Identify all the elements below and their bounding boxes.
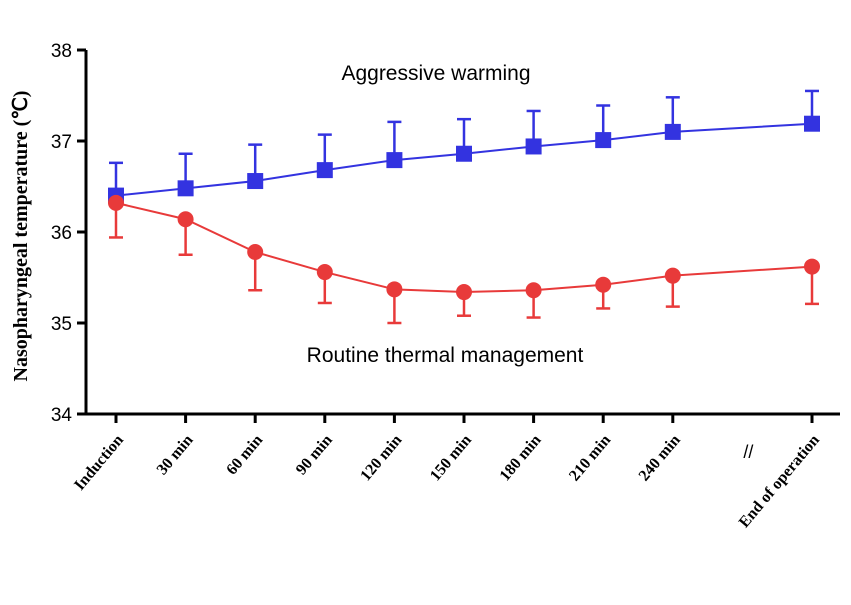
y-tick-label-35: 35 bbox=[51, 314, 72, 335]
x-ticks: Induction 30 min 60 min 90 min 120 min 150 mi… bbox=[71, 414, 823, 531]
x-tick-label-90-min: 90 min bbox=[293, 432, 336, 479]
data-point-0 bbox=[108, 194, 124, 211]
data-point-2 bbox=[247, 173, 264, 190]
data-point-5 bbox=[456, 145, 472, 162]
y-tick-label-37: 37 bbox=[51, 132, 72, 153]
series-label-aggressive-warming: Aggressive warming bbox=[341, 62, 530, 85]
x-axis-break-label: // bbox=[743, 442, 753, 462]
data-point-7 bbox=[595, 132, 612, 149]
data-point-1 bbox=[177, 180, 194, 197]
x-tick-label-180-min: 180 min bbox=[496, 432, 544, 485]
x-tick-label-150-min: 150 min bbox=[427, 432, 475, 485]
series-line bbox=[115, 122, 813, 197]
x-tick-label-120-min: 120 min bbox=[357, 432, 405, 485]
y-tick-label-38: 38 bbox=[51, 41, 72, 62]
data-point-3 bbox=[316, 162, 333, 179]
y-ticks: 34 35 36 37 38 bbox=[51, 41, 86, 426]
x-tick-label-240-min: 240 min bbox=[636, 432, 684, 485]
data-point-5 bbox=[456, 284, 472, 301]
x-tick-label-induction: Induction bbox=[71, 432, 127, 494]
y-tick-label-34: 34 bbox=[51, 405, 73, 426]
data-point-6 bbox=[525, 282, 542, 299]
data-point-4 bbox=[386, 152, 403, 169]
x-tick-label-30-min: 30 min bbox=[154, 432, 197, 479]
series-label-routine-thermal-management: Routine thermal management bbox=[307, 344, 584, 367]
x-tick-label-210-min: 210 min bbox=[566, 432, 614, 485]
series-routine-thermal-management bbox=[108, 194, 820, 325]
data-point-1 bbox=[177, 211, 194, 228]
series-aggressive-warming bbox=[108, 89, 820, 204]
data-point-10 bbox=[804, 115, 820, 132]
series-line bbox=[115, 201, 813, 294]
data-point-10 bbox=[804, 258, 820, 275]
data-point-4 bbox=[386, 281, 403, 298]
data-point-3 bbox=[316, 264, 333, 281]
data-point-7 bbox=[595, 276, 612, 293]
x-tick-label-60-min: 60 min bbox=[223, 432, 266, 479]
data-point-6 bbox=[525, 138, 542, 155]
series bbox=[108, 89, 820, 325]
data-point-8 bbox=[664, 123, 681, 140]
data-point-2 bbox=[247, 244, 264, 261]
y-tick-label-36: 36 bbox=[51, 223, 72, 244]
data-point-8 bbox=[664, 267, 681, 284]
y-axis-label: Nasopharyngeal temperature (℃) bbox=[10, 91, 32, 382]
